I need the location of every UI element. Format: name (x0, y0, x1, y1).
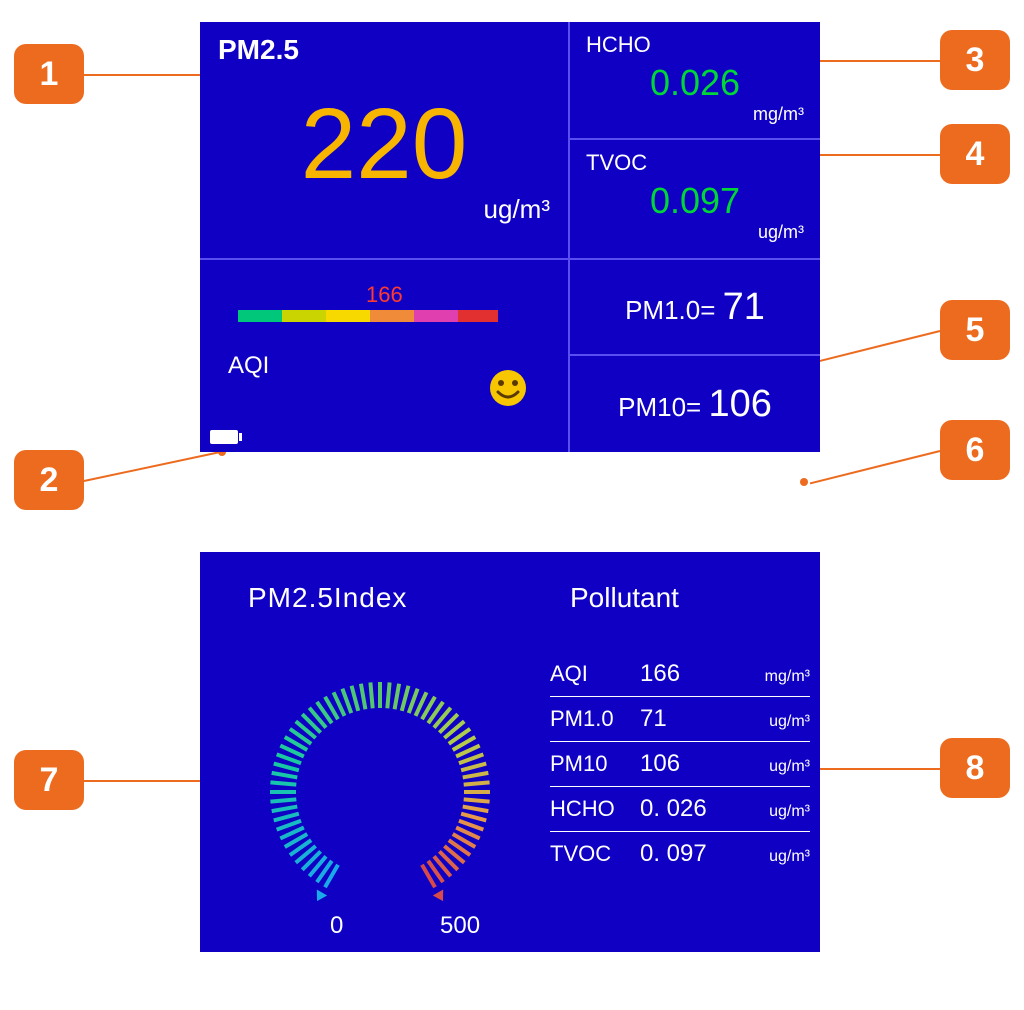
tvoc-unit: ug/m³ (586, 222, 804, 243)
aqi-segment (414, 310, 458, 322)
aqi-segment (282, 310, 326, 322)
table-row: PM1.071 ug/m³ (550, 697, 810, 742)
pollutant-table: AQI166mg/m³PM1.071ug/m³PM10106ug/m³HCHO0… (550, 652, 810, 876)
row-unit: ug/m³ (769, 758, 810, 776)
aqi-segment (326, 310, 370, 322)
row-value: 0. 026 (640, 795, 720, 823)
hcho-panel: HCHO 0.026 mg/m³ (570, 22, 820, 140)
callout-label: 3 (966, 41, 985, 80)
callout-8: 8 (940, 738, 1010, 798)
gauge-title: PM2.5Index (248, 582, 407, 614)
callout-7: 7 (14, 750, 84, 810)
callout-label: 7 (40, 761, 59, 800)
table-row: AQI166 mg/m³ (550, 652, 810, 697)
callout-5: 5 (940, 300, 1010, 360)
aqi-label: AQI (228, 352, 269, 380)
row-value: 0. 097 (640, 840, 720, 868)
pm25-value: 220 (218, 94, 550, 194)
pm1-label: PM1.0= (625, 295, 715, 325)
row-unit: ug/m³ (769, 848, 810, 866)
callout-label: 2 (40, 461, 59, 500)
pm10-value: 106 (708, 383, 771, 425)
pm10-label: PM10= (618, 392, 701, 422)
gauge-min: 0 (330, 912, 343, 940)
row-value: 71 (640, 705, 720, 733)
table-row: TVOC0. 097 ug/m³ (550, 832, 810, 876)
callout-label: 6 (966, 431, 985, 470)
table-title: Pollutant (570, 582, 679, 614)
callout-line (84, 451, 221, 482)
pm25-panel: PM2.5 220 ug/m³ (200, 22, 570, 260)
callout-3: 3 (940, 30, 1010, 90)
callout-4: 4 (940, 124, 1010, 184)
smile-icon (488, 368, 528, 408)
callout-line (800, 768, 940, 770)
aqi-segment (370, 310, 414, 322)
callout-dot (800, 478, 808, 486)
tvoc-label: TVOC (586, 150, 804, 176)
aqi-segment (238, 310, 282, 322)
callout-6: 6 (940, 420, 1010, 480)
row-name: TVOC (550, 841, 640, 867)
row-value: 166 (640, 660, 720, 688)
callout-label: 4 (966, 135, 985, 174)
callout-line (800, 154, 940, 156)
aqi-bar: 166 (238, 310, 498, 322)
gauge: 0 500 (240, 642, 520, 922)
aqi-segment (458, 310, 498, 322)
row-name: PM1.0 (550, 706, 640, 732)
hcho-label: HCHO (586, 32, 804, 58)
pm25-label: PM2.5 (218, 34, 550, 66)
callout-label: 1 (40, 55, 59, 94)
tvoc-panel: TVOC 0.097 ug/m³ (570, 140, 820, 260)
callout-2: 2 (14, 450, 84, 510)
pm1-panel: PM1.0= 71 (570, 260, 820, 356)
row-value: 106 (640, 750, 720, 778)
pm10-panel: PM10= 106 (570, 356, 820, 452)
row-unit: ug/m³ (769, 803, 810, 821)
gauge-max: 500 (440, 912, 480, 940)
pm1-value: 71 (723, 286, 765, 328)
callout-line (84, 74, 214, 76)
hcho-value: 0.026 (586, 62, 804, 104)
callout-line (810, 330, 941, 364)
row-unit: ug/m³ (769, 713, 810, 731)
row-name: AQI (550, 661, 640, 687)
tvoc-value: 0.097 (586, 180, 804, 222)
aqi-value: 166 (366, 282, 403, 308)
battery-icon (210, 430, 238, 444)
screen-detail: PM2.5Index Pollutant 0 500 AQI166 mg/m³ PM… (200, 552, 820, 952)
aqi-panel: 166 AQI (200, 260, 570, 452)
callout-label: 5 (966, 311, 985, 350)
callout-label: 8 (966, 749, 985, 788)
row-name: PM10 (550, 751, 640, 777)
callout-line (810, 450, 941, 484)
screen-main: PM2.5 220 ug/m³ 166 AQI HCHO 0.026 mg/m³… (200, 22, 820, 452)
callout-line (84, 780, 214, 782)
row-name: HCHO (550, 796, 640, 822)
hcho-unit: mg/m³ (586, 104, 804, 125)
table-row: HCHO0. 026 ug/m³ (550, 787, 810, 832)
callout-1: 1 (14, 44, 84, 104)
row-unit: mg/m³ (765, 668, 810, 686)
table-row: PM10106 ug/m³ (550, 742, 810, 787)
